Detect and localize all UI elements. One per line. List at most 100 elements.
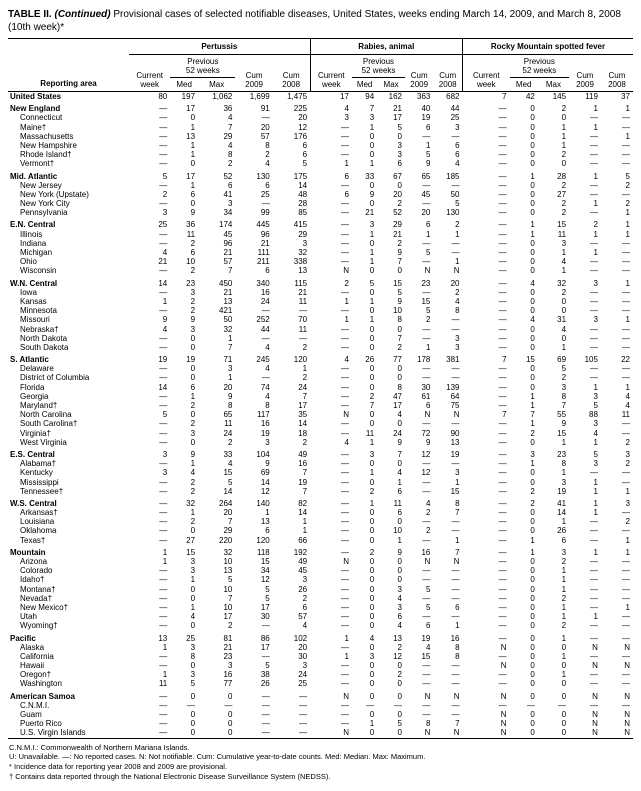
data-cell: 0 xyxy=(377,575,405,584)
data-cell: 245 xyxy=(235,355,272,364)
data-cell: 20 xyxy=(198,383,235,392)
data-cell: 2 xyxy=(170,401,198,410)
data-cell: — xyxy=(310,612,352,621)
data-cell: 0 xyxy=(352,132,377,141)
data-cell: N xyxy=(310,728,352,738)
area-cell: Maryland† xyxy=(8,401,129,410)
data-cell: 0 xyxy=(352,526,377,535)
data-cell: 21 xyxy=(377,104,405,113)
data-cell: — xyxy=(463,373,510,382)
data-cell: 0 xyxy=(170,159,198,168)
data-cell: — xyxy=(569,585,601,594)
data-cell: 0 xyxy=(377,728,405,738)
data-cell: 94 xyxy=(352,92,377,102)
data-cell: 0 xyxy=(352,288,377,297)
table-row: Alabama†—14916—00———1832 xyxy=(8,459,633,468)
data-cell: 1,062 xyxy=(198,92,235,102)
data-cell: 86 xyxy=(235,634,272,643)
data-cell: 0 xyxy=(352,692,377,701)
data-cell: 1 xyxy=(352,230,377,239)
data-cell: 115 xyxy=(273,279,310,288)
data-cell: — xyxy=(569,652,601,661)
table-row: California—823—301312158—01—— xyxy=(8,652,633,661)
data-cell: 41 xyxy=(538,499,569,508)
data-cell: — xyxy=(601,190,633,199)
data-cell: 13 xyxy=(377,634,405,643)
data-cell: — xyxy=(433,612,462,621)
data-cell: 2 xyxy=(538,208,569,217)
data-cell: 1 xyxy=(352,499,377,508)
data-cell: 185 xyxy=(433,172,462,181)
data-cell: 0 xyxy=(377,692,405,701)
data-cell: 1 xyxy=(510,220,538,229)
data-cell: 0 xyxy=(352,478,377,487)
data-cell: 1 xyxy=(352,159,377,168)
data-cell: 7 xyxy=(463,355,510,364)
data-cell: 0 xyxy=(352,419,377,428)
data-cell: 3 xyxy=(170,670,198,679)
data-cell: 96 xyxy=(198,239,235,248)
area-cell: E.N. Central xyxy=(8,220,129,229)
data-cell: — xyxy=(129,123,170,132)
data-cell: 4 xyxy=(235,159,272,168)
data-cell: 5 xyxy=(377,288,405,297)
data-cell: 140 xyxy=(235,499,272,508)
data-cell: — xyxy=(463,621,510,630)
area-cell: Nebraska† xyxy=(8,325,129,334)
data-cell: 0 xyxy=(510,526,538,535)
data-cell: 6 xyxy=(235,526,272,535)
data-cell: 0 xyxy=(352,373,377,382)
data-cell: 7 xyxy=(377,334,405,343)
data-cell: 1 xyxy=(352,257,377,266)
data-cell: 13 xyxy=(273,266,310,275)
data-cell: 1 xyxy=(569,612,601,621)
area-cell: North Dakota xyxy=(8,334,129,343)
data-cell: — xyxy=(569,670,601,679)
data-cell: — xyxy=(463,113,510,122)
data-cell: 0 xyxy=(352,141,377,150)
table-row: New Mexico†—110176—0356—01—1 xyxy=(8,603,633,612)
data-cell: 96 xyxy=(235,230,272,239)
data-cell: 28 xyxy=(273,199,310,208)
data-cell: 6 xyxy=(235,181,272,190)
data-cell: — xyxy=(433,248,462,257)
data-cell: 1 xyxy=(170,123,198,132)
data-cell: — xyxy=(601,585,633,594)
data-cell: — xyxy=(129,710,170,719)
data-cell: 1 xyxy=(310,634,352,643)
data-cell: 0 xyxy=(377,710,405,719)
data-cell: — xyxy=(463,566,510,575)
table-row: Mid. Atlantic517521301756336765185—12815 xyxy=(8,172,633,181)
data-cell: 15 xyxy=(405,297,433,306)
data-cell: 2 xyxy=(538,150,569,159)
data-cell: 9 xyxy=(198,392,235,401)
data-cell: 14 xyxy=(129,279,170,288)
area-cell: C.N.M.I. xyxy=(8,701,129,710)
disease-1: Pertussis xyxy=(129,39,310,55)
data-cell: 1 xyxy=(273,364,310,373)
data-cell: 14 xyxy=(538,508,569,517)
data-cell: 2 xyxy=(198,621,235,630)
data-cell: 0 xyxy=(538,297,569,306)
data-cell: 0 xyxy=(352,508,377,517)
data-cell: 0 xyxy=(510,585,538,594)
col-max-2: Max xyxy=(377,78,405,92)
data-cell: — xyxy=(601,150,633,159)
data-cell: 1 xyxy=(601,279,633,288)
data-cell: 2 xyxy=(170,419,198,428)
data-cell: — xyxy=(569,621,601,630)
data-cell: 17 xyxy=(273,401,310,410)
data-cell: 90 xyxy=(433,429,462,438)
data-cell: — xyxy=(463,315,510,324)
data-cell: — xyxy=(601,257,633,266)
area-cell: New Jersey xyxy=(8,181,129,190)
data-cell: 17 xyxy=(198,612,235,621)
data-cell: 24 xyxy=(377,429,405,438)
data-cell: 52 xyxy=(198,172,235,181)
data-cell: 10 xyxy=(198,557,235,566)
data-cell: 1 xyxy=(601,487,633,496)
data-cell: 0 xyxy=(510,517,538,526)
data-cell: 1 xyxy=(569,548,601,557)
data-cell: — xyxy=(569,701,601,710)
data-cell: 14 xyxy=(273,419,310,428)
